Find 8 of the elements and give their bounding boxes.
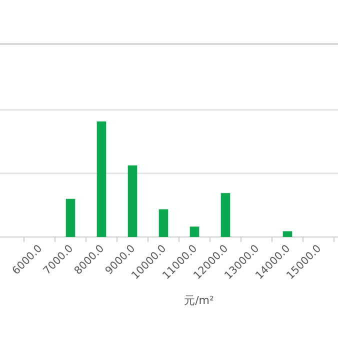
bar [282,231,292,237]
bar [66,198,76,237]
bar [158,209,168,237]
bar [220,193,230,237]
bar [190,226,200,237]
bar [96,121,106,237]
bar [128,165,138,237]
x-axis-title: 元/m² [184,294,214,307]
